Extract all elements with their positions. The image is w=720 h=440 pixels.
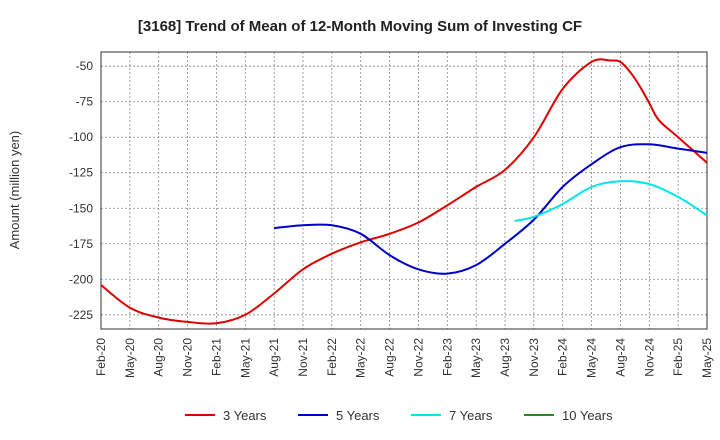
x-tick-label: May-25 bbox=[700, 338, 714, 378]
x-tick-label: Feb-20 bbox=[94, 338, 108, 376]
x-tick-label: May-23 bbox=[469, 338, 483, 378]
y-axis-label: Amount (million yen) bbox=[7, 131, 22, 250]
x-tick-label: Aug-23 bbox=[498, 338, 512, 377]
y-tick-label: -125 bbox=[69, 166, 93, 180]
y-tick-label: -150 bbox=[69, 201, 93, 215]
x-tick-label: Aug-24 bbox=[613, 338, 627, 377]
series-line-7-years bbox=[514, 180, 708, 222]
x-tick-label: Nov-23 bbox=[527, 338, 541, 377]
legend-label: 7 Years bbox=[449, 408, 493, 423]
series-line-5-years bbox=[274, 143, 708, 275]
x-tick-label: Nov-21 bbox=[296, 338, 310, 377]
legend-label: 5 Years bbox=[336, 408, 380, 423]
x-tick-label: Nov-20 bbox=[181, 338, 195, 377]
series-lines bbox=[100, 58, 708, 325]
x-tick-label: Feb-23 bbox=[440, 338, 454, 376]
x-tick-label: Aug-21 bbox=[267, 338, 281, 377]
x-tick-label: Feb-21 bbox=[209, 338, 223, 376]
grid bbox=[100, 52, 708, 329]
y-tick-label: -200 bbox=[69, 272, 93, 286]
y-tick-label: -175 bbox=[69, 237, 93, 251]
y-tick-label: -100 bbox=[69, 130, 93, 144]
x-tick-label: May-21 bbox=[238, 338, 252, 378]
x-tick-label: Feb-24 bbox=[556, 338, 570, 376]
series-line-3-years bbox=[100, 58, 708, 325]
y-axis-ticks: -50 -75 -100 -125 -150 -175 -200 -225 bbox=[69, 59, 93, 322]
x-tick-label: May-24 bbox=[585, 338, 599, 378]
y-tick-label: -50 bbox=[76, 59, 94, 73]
y-tick-label: -225 bbox=[69, 308, 93, 322]
x-tick-label: Nov-24 bbox=[642, 338, 656, 377]
legend-label: 10 Years bbox=[562, 408, 613, 423]
x-tick-label: Aug-22 bbox=[383, 338, 397, 377]
legend-label: 3 Years bbox=[223, 408, 267, 423]
legend: 3 Years 5 Years 7 Years 10 Years bbox=[185, 408, 613, 423]
x-tick-label: May-22 bbox=[354, 338, 368, 378]
x-axis-ticks: Feb-20 May-20 Aug-20 Nov-20 Feb-21 May-21 Aug-… bbox=[94, 338, 714, 378]
plot-frame bbox=[100, 51, 708, 330]
x-tick-label: May-20 bbox=[123, 338, 137, 378]
x-tick-label: Aug-20 bbox=[152, 338, 166, 377]
x-tick-label: Feb-25 bbox=[671, 338, 685, 376]
x-tick-label: Nov-22 bbox=[411, 338, 425, 377]
x-tick-label: Feb-22 bbox=[325, 338, 339, 376]
y-tick-label: -75 bbox=[76, 95, 94, 109]
chart-title: [3168] Trend of Mean of 12-Month Moving … bbox=[138, 18, 582, 35]
